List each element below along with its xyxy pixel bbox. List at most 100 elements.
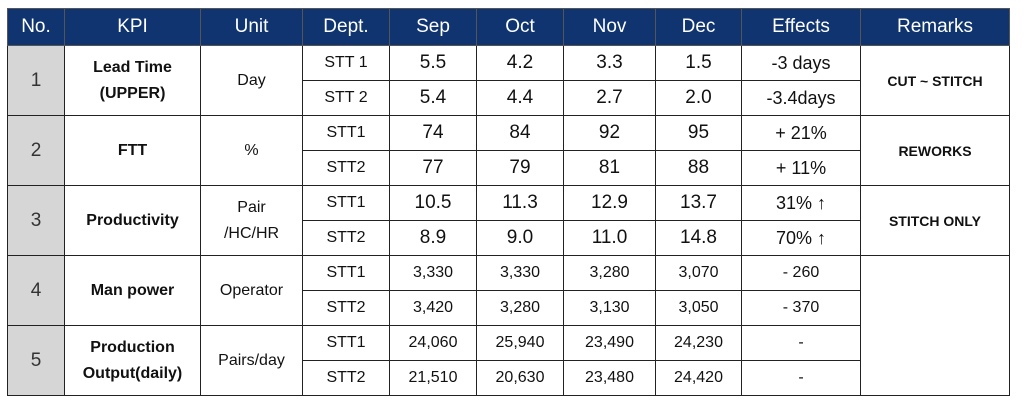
table-row: STT2 21,510 20,630 23,480 24,420 - bbox=[8, 360, 1010, 396]
sep-value: 74 bbox=[389, 115, 477, 151]
header-oct: Oct bbox=[476, 8, 564, 46]
kpi-unit: Pairs/day bbox=[200, 325, 303, 396]
table-row: STT2 8.9 9.0 11.0 14.8 70% ↑ bbox=[8, 220, 1010, 256]
nov-value: 12.9 bbox=[563, 185, 656, 221]
dept-cell: STT1 bbox=[302, 115, 390, 151]
dept-cell: STT1 bbox=[302, 255, 390, 291]
kpi-line: Production bbox=[90, 338, 175, 356]
remark-cell bbox=[860, 255, 1010, 396]
nov-value: 23,490 bbox=[563, 325, 656, 361]
nov-value: 3.3 bbox=[563, 45, 656, 81]
unit-line: /HC/HR bbox=[223, 224, 280, 242]
dept-cell: STT2 bbox=[302, 290, 390, 326]
effect-value: + 21% bbox=[741, 115, 861, 151]
kpi-table-wrapper: No. KPI Unit Dept. Sep Oct Nov Dec Effec… bbox=[7, 8, 1010, 396]
header-dept: Dept. bbox=[302, 8, 390, 46]
unit-line: Pair bbox=[237, 198, 266, 216]
effect-value: 31% ↑ bbox=[741, 185, 861, 221]
dept-cell: STT 1 bbox=[302, 45, 390, 81]
kpi-name: Production Output(daily) bbox=[64, 325, 201, 396]
remark-cell: STITCH ONLY bbox=[860, 185, 1010, 256]
table-row: 3 Productivity Pair/HC/HR STT1 10.5 11.3… bbox=[7, 185, 1010, 256]
sep-value: 21,510 bbox=[389, 360, 477, 396]
oct-value: 4.2 bbox=[476, 45, 564, 81]
effect-value: + 11% bbox=[741, 150, 861, 186]
dept-cell: STT2 bbox=[302, 150, 390, 186]
header-effects: Effects bbox=[741, 8, 861, 46]
oct-value: 25,940 bbox=[476, 325, 564, 361]
kpi-unit: Day bbox=[200, 45, 303, 116]
table-row: 2 FTT % STT1 74 84 92 95 + 21% REWORKS bbox=[7, 115, 1010, 186]
row-number: 5 bbox=[7, 325, 65, 396]
effect-value: - 260 bbox=[741, 255, 861, 291]
oct-value: 3,330 bbox=[476, 255, 564, 291]
sep-value: 5.4 bbox=[389, 80, 477, 116]
dec-value: 13.7 bbox=[655, 185, 742, 221]
dept-cell: STT 2 bbox=[302, 80, 390, 116]
nov-value: 2.7 bbox=[563, 80, 656, 116]
oct-value: 20,630 bbox=[476, 360, 564, 396]
kpi-name: FTT bbox=[64, 115, 201, 186]
dept-cell: STT2 bbox=[302, 360, 390, 396]
remark-cell: REWORKS bbox=[860, 115, 1010, 186]
oct-value: 9.0 bbox=[476, 220, 564, 256]
sep-value: 3,420 bbox=[389, 290, 477, 326]
table-row: 1 Lead Time (UPPER) Day STT 1 5.5 4.2 3.3… bbox=[7, 45, 1010, 116]
header-dec: Dec bbox=[655, 8, 742, 46]
sep-value: 8.9 bbox=[389, 220, 477, 256]
dec-value: 14.8 bbox=[655, 220, 742, 256]
dec-value: 3,050 bbox=[655, 290, 742, 326]
dec-value: 88 bbox=[655, 150, 742, 186]
effect-value: -3 days bbox=[741, 45, 861, 81]
kpi-name: Productivity bbox=[64, 185, 201, 256]
dec-value: 2.0 bbox=[655, 80, 742, 116]
dec-value: 24,420 bbox=[655, 360, 742, 396]
oct-value: 11.3 bbox=[476, 185, 564, 221]
kpi-unit: Pair/HC/HR bbox=[200, 185, 303, 256]
effect-value: - 370 bbox=[741, 290, 861, 326]
sep-value: 5.5 bbox=[389, 45, 477, 81]
dec-value: 3,070 bbox=[655, 255, 742, 291]
effect-value: - bbox=[741, 325, 861, 361]
header-sep: Sep bbox=[389, 8, 477, 46]
effect-value: - bbox=[741, 360, 861, 396]
dept-cell: STT2 bbox=[302, 220, 390, 256]
table-row: 4 Man power Operator STT1 3,330 3,330 3,… bbox=[7, 255, 1010, 396]
table-row: STT2 3,420 3,280 3,130 3,050 - 370 bbox=[8, 290, 1010, 326]
dept-cell: STT1 bbox=[302, 185, 390, 221]
dec-value: 24,230 bbox=[655, 325, 742, 361]
kpi-name: Man power bbox=[64, 255, 201, 326]
nov-value: 3,280 bbox=[563, 255, 656, 291]
oct-value: 3,280 bbox=[476, 290, 564, 326]
kpi-line: (UPPER) bbox=[99, 84, 166, 102]
sep-value: 10.5 bbox=[389, 185, 477, 221]
header-no: No. bbox=[7, 8, 65, 46]
table-row: 5 Production Output(daily) Pairs/day STT1… bbox=[7, 325, 1010, 396]
header-kpi: KPI bbox=[64, 8, 201, 46]
kpi-unit: % bbox=[200, 115, 303, 186]
table-row: STT2 77 79 81 88 + 11% bbox=[8, 150, 1010, 186]
kpi-table: No. KPI Unit Dept. Sep Oct Nov Dec Effec… bbox=[7, 8, 1010, 396]
header-nov: Nov bbox=[563, 8, 656, 46]
kpi-line: Lead Time bbox=[93, 58, 172, 76]
header-row: No. KPI Unit Dept. Sep Oct Nov Dec Effec… bbox=[7, 8, 1010, 46]
header-unit: Unit bbox=[200, 8, 303, 46]
nov-value: 11.0 bbox=[563, 220, 656, 256]
dec-value: 95 bbox=[655, 115, 742, 151]
kpi-line: Output(daily) bbox=[82, 364, 183, 382]
oct-value: 84 bbox=[476, 115, 564, 151]
row-number: 2 bbox=[7, 115, 65, 186]
header-remarks: Remarks bbox=[860, 8, 1010, 46]
dept-cell: STT1 bbox=[302, 325, 390, 361]
kpi-name: Lead Time (UPPER) bbox=[64, 45, 201, 116]
remark-cell: CUT ~ STITCH bbox=[860, 45, 1010, 116]
nov-value: 23,480 bbox=[563, 360, 656, 396]
nov-value: 92 bbox=[563, 115, 656, 151]
sep-value: 77 bbox=[389, 150, 477, 186]
kpi-unit: Operator bbox=[200, 255, 303, 326]
dec-value: 1.5 bbox=[655, 45, 742, 81]
sep-value: 24,060 bbox=[389, 325, 477, 361]
row-number: 4 bbox=[7, 255, 65, 326]
effect-value: -3.4days bbox=[741, 80, 861, 116]
nov-value: 81 bbox=[563, 150, 656, 186]
